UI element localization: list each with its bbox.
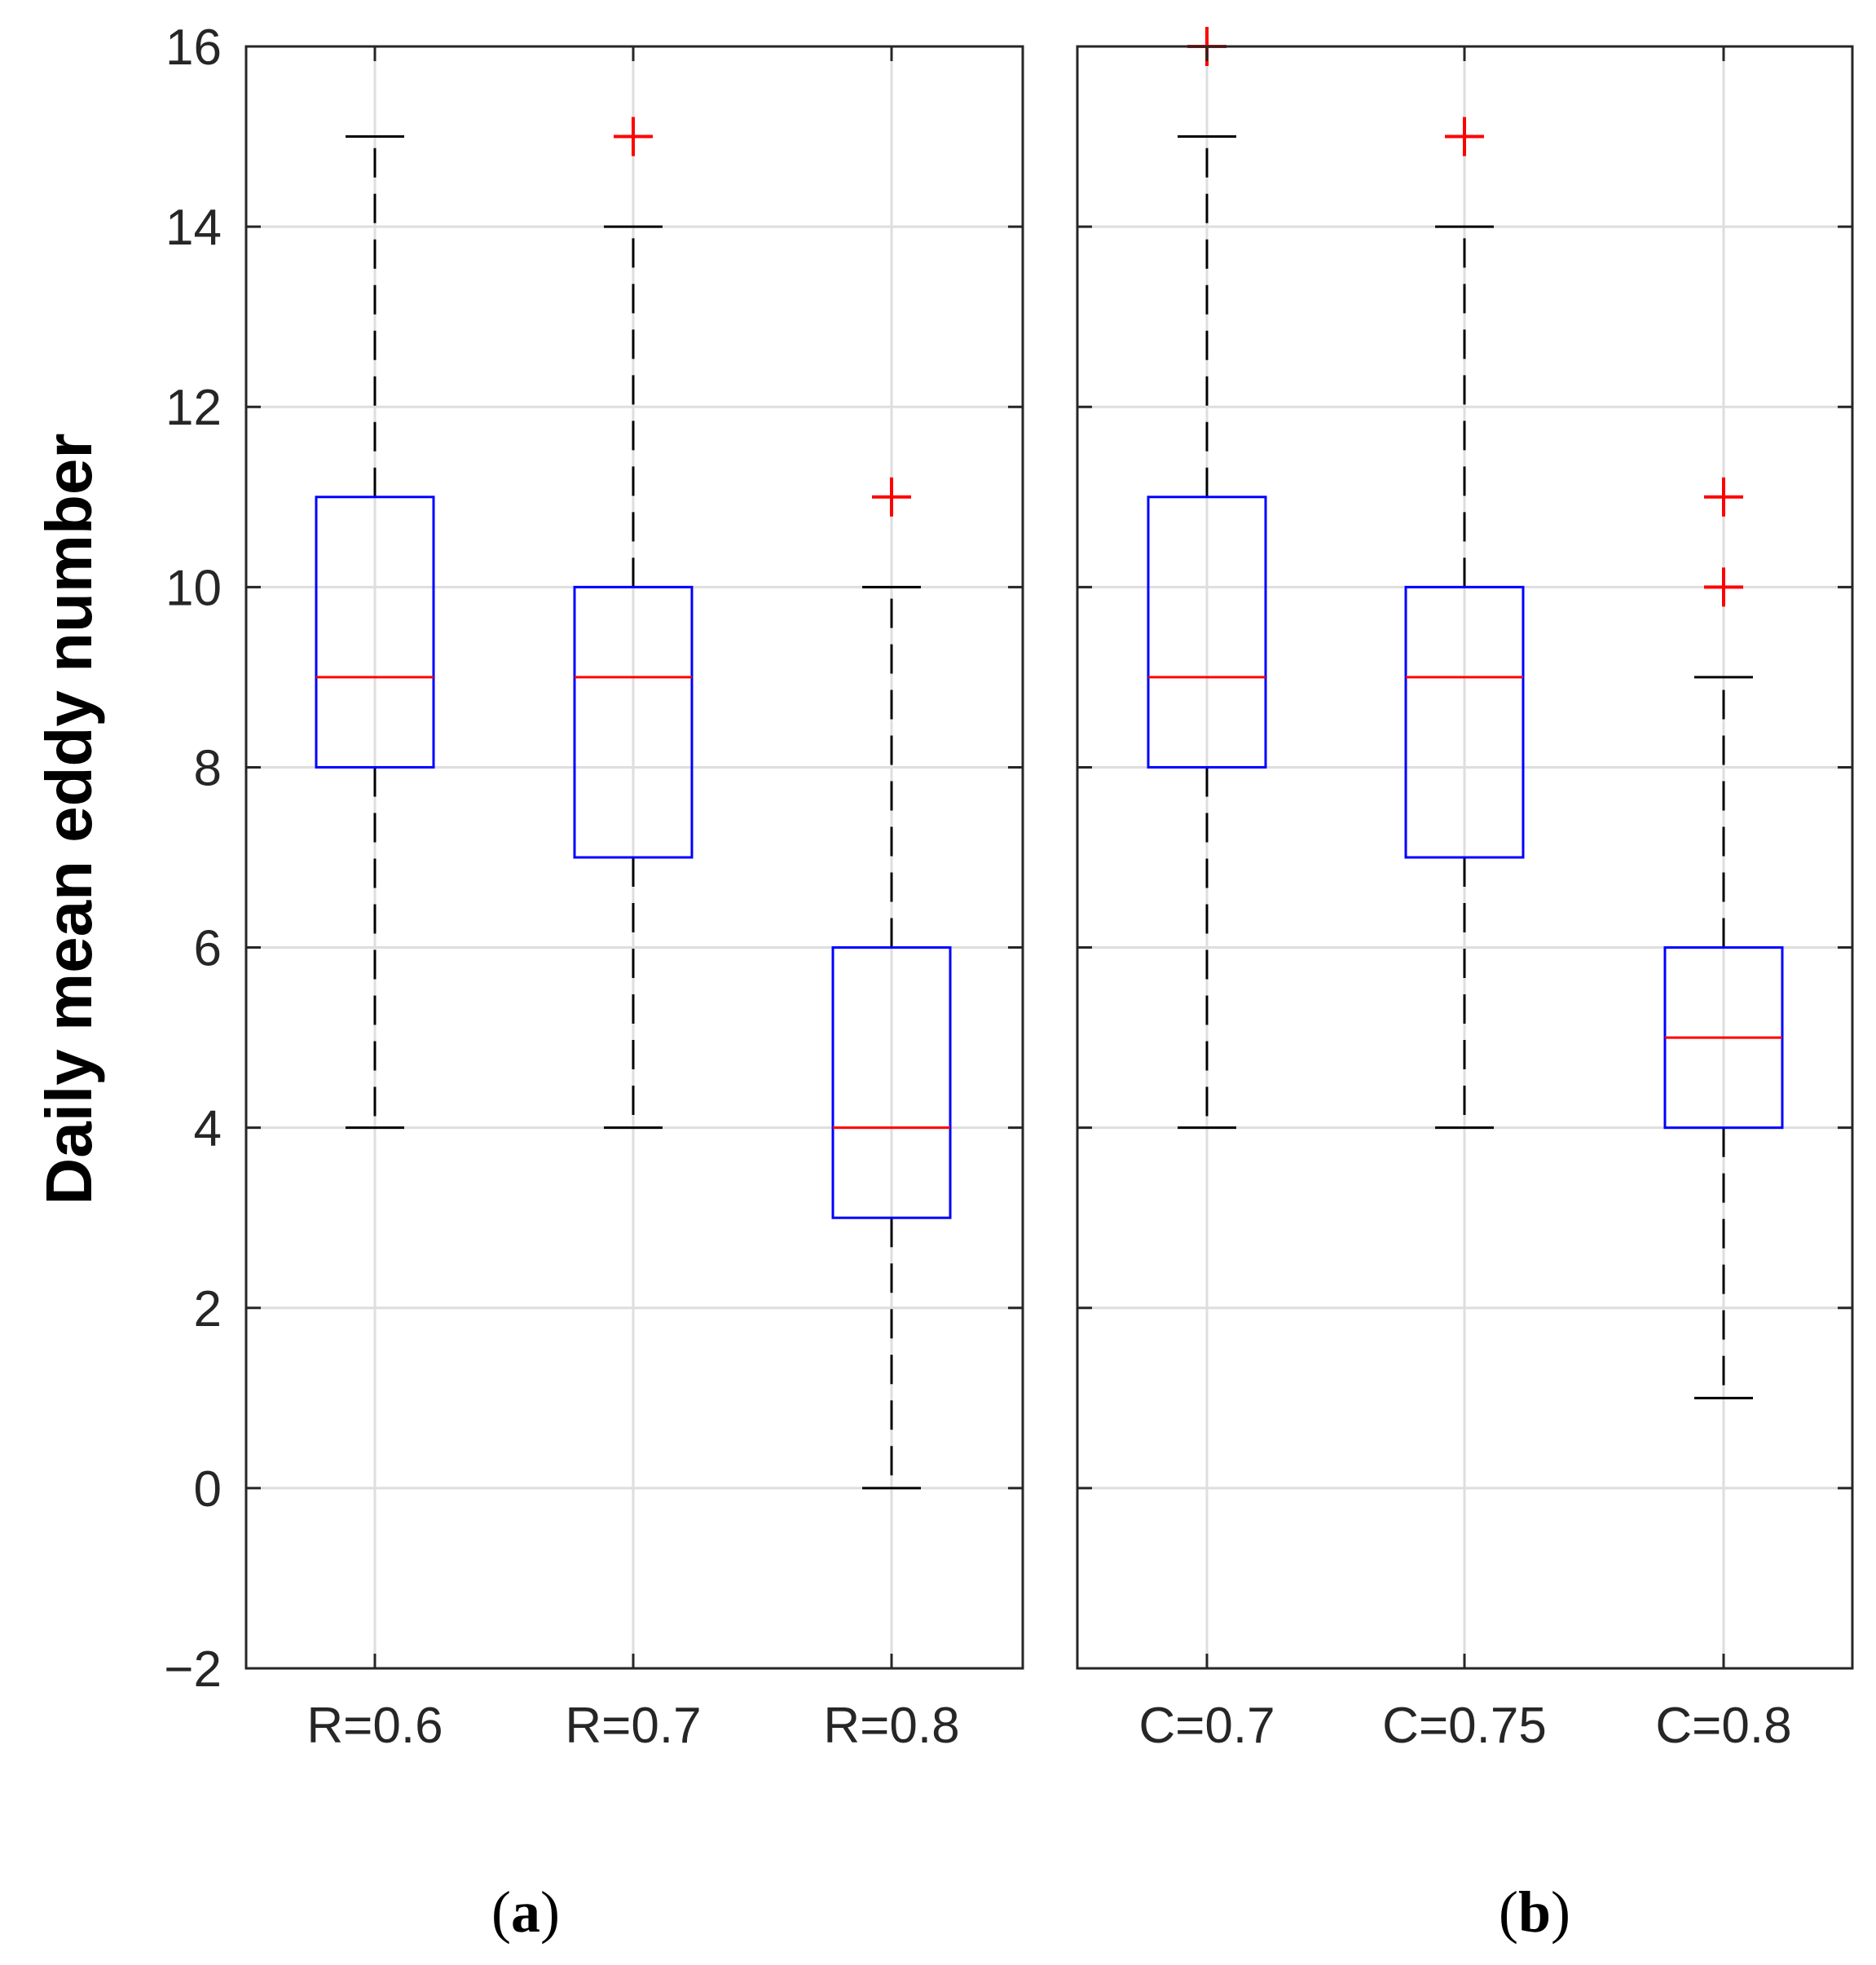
- box-group: [831, 477, 952, 1490]
- panel-label-a: (a): [491, 1879, 560, 1945]
- iqr-box: [573, 585, 694, 859]
- box-group: [1404, 117, 1525, 1130]
- y-tick-label: 8: [194, 740, 222, 796]
- y-tick-label: 14: [165, 200, 222, 256]
- y-tick-label: −2: [164, 1641, 222, 1698]
- y-tick-label: 6: [194, 921, 222, 977]
- y-tick-label: 10: [165, 560, 222, 616]
- iqr-box: [1404, 585, 1525, 859]
- outlier-marker: [1704, 567, 1743, 607]
- panel-b: C=0.7 C=0.75 C=0.8: [1076, 27, 1854, 1754]
- x-tick-label: C=0.8: [1655, 1698, 1791, 1754]
- outlier-marker: [872, 477, 911, 517]
- iqr-box: [831, 946, 952, 1219]
- y-tick-label: 2: [194, 1281, 222, 1337]
- box-group: [573, 117, 694, 1130]
- box-group: [1663, 477, 1784, 1399]
- outlier-marker: [1445, 117, 1484, 156]
- outlier-marker: [614, 117, 653, 156]
- panel-label-b: (b): [1499, 1879, 1570, 1945]
- y-tick-label: 4: [194, 1101, 222, 1157]
- x-tick-label: C=0.75: [1382, 1698, 1547, 1754]
- y-tick-label: 0: [194, 1461, 222, 1518]
- panel-a: R=0.6 R=0.7 R=0.8: [244, 45, 1024, 1754]
- y-tick-labels: 16 14 12 10 8 6 4 2 0 −2: [164, 20, 222, 1698]
- iqr-box: [315, 496, 435, 769]
- box-group: [1147, 27, 1267, 1130]
- x-tick-label: R=0.6: [306, 1698, 443, 1754]
- box-group: [315, 135, 435, 1130]
- y-tick-label: 12: [165, 380, 222, 436]
- iqr-box: [1147, 496, 1267, 769]
- x-tick-label: R=0.7: [565, 1698, 701, 1754]
- y-axis-label: Daily mean eddy number: [33, 434, 105, 1205]
- y-tick-label: 16: [165, 20, 222, 76]
- x-tick-label: C=0.7: [1138, 1698, 1275, 1754]
- x-tick-label: R=0.8: [823, 1698, 959, 1754]
- outlier-marker: [1704, 477, 1743, 517]
